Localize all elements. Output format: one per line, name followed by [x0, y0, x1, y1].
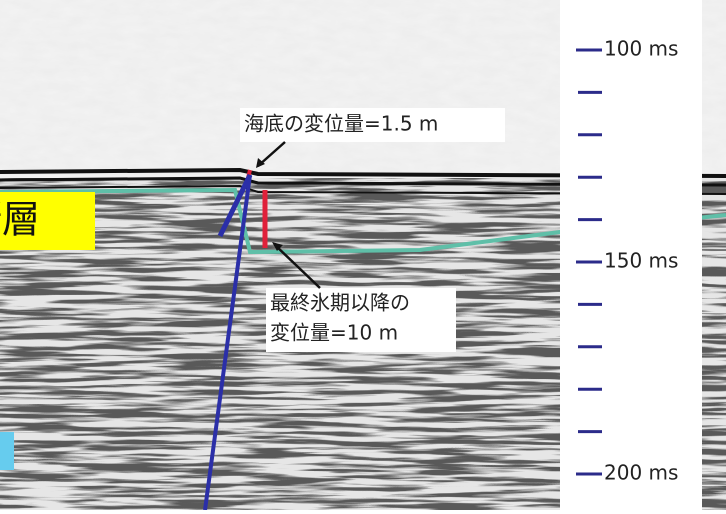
scale-label: 150 ms: [604, 249, 678, 273]
scale-label: 100 ms: [604, 37, 678, 61]
seafloor-offset-label: 海底の変位量=1.5 m: [244, 112, 438, 136]
scale-label: 200 ms: [604, 461, 678, 485]
fault-label: 断層: [0, 198, 40, 242]
corner-mark: [0, 432, 14, 470]
post-glacial-label: 最終氷期以降の: [270, 291, 410, 315]
post-glacial-label: 変位量=10 m: [270, 321, 398, 345]
seismic-profile: 100 ms 150 ms 200 ms 海底の変位量=1.5 m 最終氷期以降…: [0, 0, 726, 510]
